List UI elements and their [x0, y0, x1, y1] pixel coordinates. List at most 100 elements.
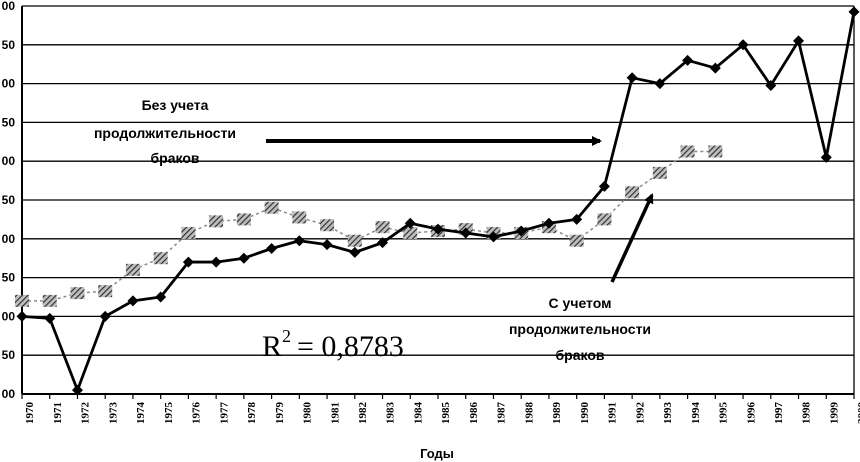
series-with-duration-point — [236, 213, 251, 226]
annotation-with-line1: С учетом — [549, 295, 612, 311]
series-with-duration — [15, 145, 723, 307]
x-tick-label: 1971 — [52, 402, 64, 424]
series-with-duration-point — [680, 145, 695, 158]
y-tick-label: 50 — [2, 348, 16, 362]
y-tick-label: 50 — [2, 115, 16, 129]
arrow-with — [610, 193, 654, 283]
series-without-duration-point — [793, 35, 805, 47]
series-without-duration-point — [654, 78, 666, 90]
series-with-duration-point — [347, 234, 362, 247]
series-with-duration-point — [625, 186, 640, 199]
x-tick-label: 1996 — [745, 402, 757, 425]
series-without-duration-point — [487, 231, 499, 243]
series-without-duration-point — [349, 246, 361, 258]
r-squared-letter: R — [262, 330, 282, 363]
series-with-duration-point — [15, 294, 29, 307]
series-without-duration-point — [293, 235, 305, 247]
x-tick-label: 2000 — [856, 402, 860, 425]
y-tick-label: 00 — [2, 0, 16, 13]
series-without-duration-point — [682, 54, 694, 66]
series-with-duration-point — [292, 211, 307, 224]
series-without-duration-point — [765, 80, 777, 92]
series-with-duration-point — [98, 285, 113, 298]
x-tick-label: 1981 — [329, 402, 341, 424]
x-tick-label: 1992 — [634, 402, 646, 425]
series-with-duration-point — [42, 294, 57, 307]
x-tick-label: 1974 — [135, 402, 147, 425]
y-tick-label: 50 — [2, 271, 16, 285]
series-with-duration-point — [209, 215, 224, 228]
x-tick-label: 1977 — [218, 402, 230, 425]
x-tick-label: 1984 — [412, 402, 424, 425]
annotation-with-line3: браков — [556, 347, 605, 363]
x-tick-label: 1983 — [385, 402, 397, 425]
series-with-duration-point — [70, 287, 85, 300]
x-tick-label: 1980 — [302, 402, 314, 425]
series-with-duration-point — [264, 201, 279, 214]
y-axis-tick-labels: 00 50 00 50 00 50 00 50 00 50 00 — [2, 0, 16, 401]
y-tick-label: 00 — [2, 232, 16, 246]
y-tick-label: 00 — [2, 309, 16, 323]
x-tick-label: 1975 — [163, 402, 175, 425]
x-tick-label: 1972 — [80, 402, 92, 425]
x-axis-label: Годы — [420, 446, 454, 461]
x-tick-label: 1999 — [828, 402, 840, 425]
x-tick-label: 1976 — [191, 402, 203, 425]
series-with-duration-point — [320, 219, 335, 232]
y-tick-label: 50 — [2, 38, 16, 52]
y-tick-label: 00 — [2, 77, 16, 91]
series-without-duration-point — [71, 384, 83, 396]
series-without-duration-point — [404, 217, 416, 229]
series-with-duration-point — [125, 263, 140, 276]
x-tick-label: 1991 — [607, 402, 619, 424]
series-without-duration-point — [820, 151, 832, 163]
series-with-duration-point — [569, 234, 584, 247]
series-without-duration-point — [127, 295, 139, 307]
series-without-duration-point — [182, 256, 194, 268]
series-without-duration-point — [16, 310, 28, 322]
series-without-duration-point — [709, 62, 721, 74]
series-without-duration-point — [155, 291, 167, 303]
series-with-duration-point — [403, 226, 418, 239]
x-tick-label: 1985 — [440, 402, 452, 425]
r-squared-value: = 0,8783 — [297, 330, 404, 363]
x-tick-label: 1987 — [496, 402, 508, 425]
series-without-duration-point — [321, 239, 333, 251]
series-with-duration-point — [652, 166, 667, 179]
series-without-duration-point — [571, 213, 583, 225]
series-without-duration-point — [266, 243, 278, 254]
x-tick-label: 1978 — [246, 402, 258, 425]
series-without-duration-point — [432, 223, 444, 235]
annotation-without-line3: браков — [151, 150, 200, 166]
annotation-without-line1: Без учета — [142, 97, 209, 113]
x-tick-label: 1998 — [801, 402, 813, 425]
series-without-duration-point — [377, 237, 389, 249]
x-tick-label: 1994 — [690, 402, 702, 425]
series-without-duration-point — [598, 180, 610, 192]
series-without-duration-point — [543, 217, 555, 229]
series-with-duration-point — [375, 221, 390, 234]
x-tick-label: 1970 — [24, 402, 36, 425]
x-tick-label: 1973 — [107, 402, 119, 425]
x-tick-label: 1993 — [662, 402, 674, 425]
series-without-duration-point — [99, 310, 111, 322]
x-tick-label: 1979 — [274, 402, 286, 425]
x-tick-label: 1995 — [718, 402, 730, 425]
series-without-duration-line — [21, 11, 856, 392]
series-without-duration-point — [238, 252, 250, 264]
series-without-duration-point — [737, 39, 749, 51]
y-tick-label: 50 — [2, 193, 16, 207]
series-with-duration-line — [22, 150, 716, 302]
series-without-duration — [16, 6, 860, 396]
series-with-duration-point — [181, 226, 196, 239]
x-tick-label: 1989 — [551, 402, 563, 425]
x-tick-label: 1982 — [357, 402, 369, 425]
series-without-duration-point — [848, 6, 860, 18]
series-with-duration-point — [153, 252, 168, 265]
series-without-duration-point — [460, 227, 472, 239]
x-axis-tick-labels: 1970 1971 1972 1973 1974 1975 1976 1977 1978 1979… — [21, 394, 860, 425]
x-tick-label: 1986 — [468, 402, 480, 425]
y-tick-label: 00 — [2, 387, 16, 401]
annotation-with-line2: продолжительности — [509, 321, 651, 337]
series-without-duration-point — [210, 256, 222, 268]
